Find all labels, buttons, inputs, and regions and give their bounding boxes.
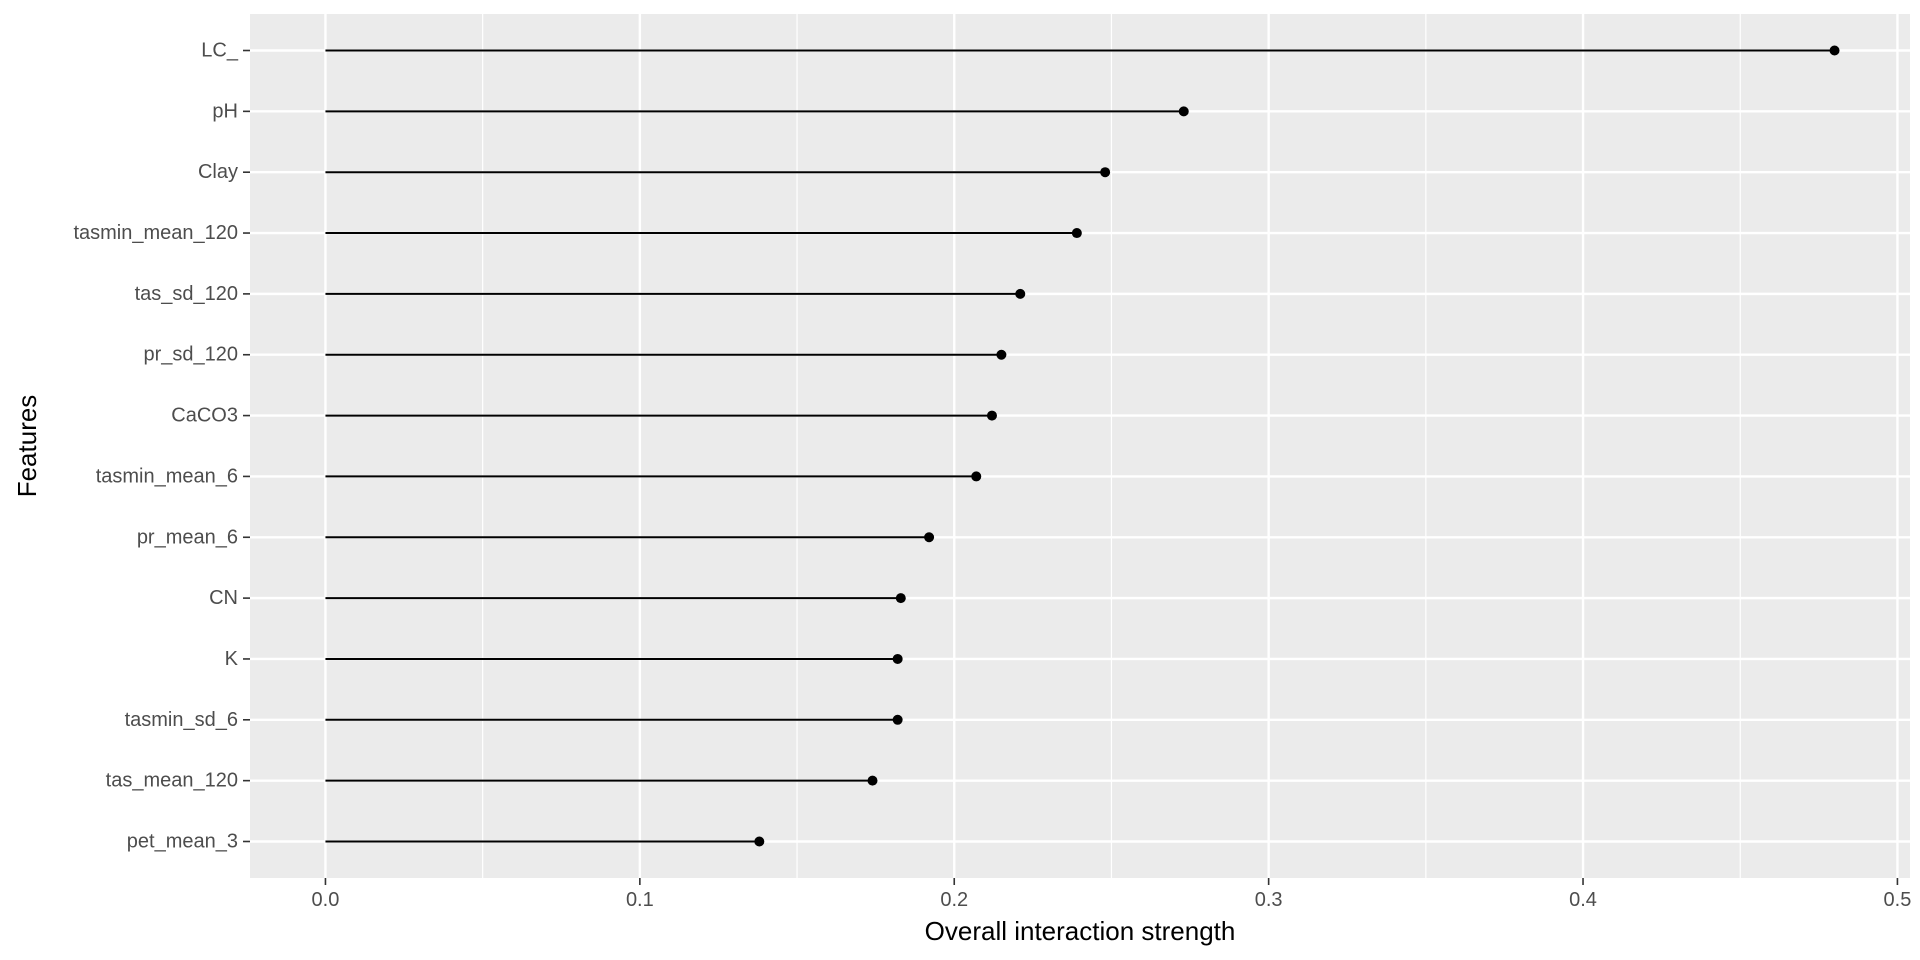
x-tick-label: 0.5 bbox=[1884, 889, 1912, 911]
y-tick-label: tasmin_mean_6 bbox=[96, 465, 238, 487]
lollipop-points bbox=[754, 45, 1840, 847]
data-point bbox=[895, 593, 906, 604]
x-tick-label: 0.3 bbox=[1255, 889, 1283, 911]
y-tick-label: tasmin_sd_6 bbox=[125, 709, 238, 731]
data-point bbox=[1829, 45, 1840, 56]
data-point bbox=[1015, 288, 1026, 299]
y-tick-label: K bbox=[225, 648, 239, 670]
x-axis-title: Overall interaction strength bbox=[925, 916, 1236, 946]
y-tick-label: tasmin_mean_120 bbox=[73, 222, 238, 244]
x-tick-label: 0.0 bbox=[312, 889, 340, 911]
y-tick-label: pet_mean_3 bbox=[127, 830, 238, 852]
y-tick-label: LC_ bbox=[201, 40, 239, 62]
y-tick-label: CN bbox=[209, 587, 238, 609]
x-tick-label: 0.1 bbox=[626, 889, 654, 911]
data-point bbox=[892, 714, 903, 725]
y-tick-label: tas_sd_120 bbox=[135, 283, 238, 305]
minor-gridlines bbox=[482, 14, 1741, 878]
y-tick-label: Clay bbox=[198, 161, 238, 183]
x-tick-label: 0.4 bbox=[1569, 889, 1597, 911]
data-point bbox=[971, 471, 982, 482]
plot-panel bbox=[250, 14, 1910, 878]
lollipop-stems bbox=[325, 49, 1835, 843]
x-tick-label: 0.2 bbox=[940, 889, 968, 911]
y-axis-ticks bbox=[243, 49, 250, 843]
y-axis-tick-labels: LC_ pH Clay tasmin_mean_120 tas_sd_120 pr_sd_… bbox=[73, 40, 238, 853]
data-point bbox=[867, 775, 878, 786]
data-point bbox=[1178, 106, 1189, 117]
y-tick-label: CaCO3 bbox=[171, 405, 238, 427]
data-point bbox=[924, 532, 935, 543]
data-point bbox=[996, 349, 1007, 360]
y-tick-label: pH bbox=[212, 100, 238, 122]
y-axis-title: Features bbox=[12, 395, 42, 498]
data-point bbox=[986, 410, 997, 421]
x-axis-tick-labels: 0.0 0.1 0.2 0.3 0.4 0.5 bbox=[312, 889, 1912, 911]
y-tick-label: pr_sd_120 bbox=[143, 344, 238, 366]
y-tick-label: pr_mean_6 bbox=[137, 526, 238, 548]
y-tick-label: tas_mean_120 bbox=[106, 770, 238, 792]
data-point bbox=[754, 836, 765, 847]
data-point bbox=[892, 653, 903, 664]
data-point bbox=[1100, 167, 1111, 178]
x-axis-ticks bbox=[324, 878, 1899, 885]
data-point bbox=[1071, 228, 1082, 239]
